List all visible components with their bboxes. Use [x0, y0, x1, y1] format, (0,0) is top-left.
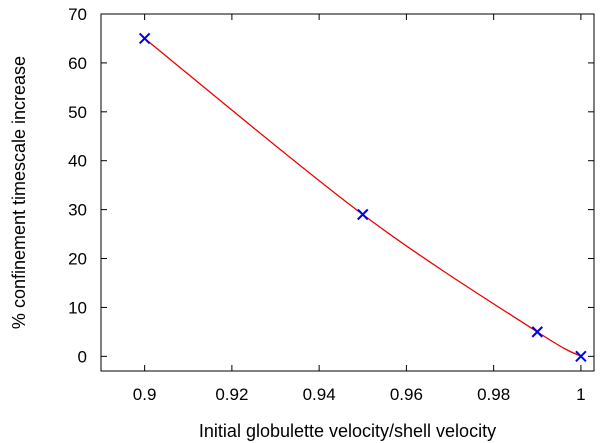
marker-stroke	[531, 326, 543, 338]
y-tick-label: 20	[68, 250, 87, 269]
y-tick-label: 30	[68, 201, 87, 220]
data-point-marker	[531, 326, 543, 338]
data-point-marker	[357, 208, 369, 221]
x-axis-label: Initial globulette velocity/shell veloci…	[199, 421, 496, 441]
y-tick-label: 0	[78, 347, 87, 366]
series-line	[144, 37, 582, 357]
y-tick-label: 60	[68, 54, 87, 73]
y-axis-label: % confinement timescale increase	[9, 56, 29, 329]
series-line-layer	[144, 37, 582, 357]
y-tick-label: 70	[68, 5, 87, 24]
x-tick-label: 0.98	[477, 385, 510, 404]
series-points-layer	[138, 32, 587, 363]
x-tick-label: 0.9	[133, 385, 157, 404]
marker-stroke	[357, 208, 369, 221]
x-tick-label: 1	[576, 385, 585, 404]
marker-stroke	[138, 32, 151, 45]
x-tick-label: 0.92	[215, 385, 248, 404]
y-tick-label: 50	[68, 103, 87, 122]
plot-frame	[100, 13, 595, 372]
x-tick-label: 0.96	[390, 385, 423, 404]
data-point-marker	[138, 32, 151, 45]
y-tick-label: 40	[68, 152, 87, 171]
marker-stroke	[575, 350, 587, 363]
data-point-marker	[575, 350, 587, 363]
x-tick-label: 0.94	[303, 385, 336, 404]
y-tick-label: 10	[68, 298, 87, 317]
plot-border	[100, 13, 595, 372]
